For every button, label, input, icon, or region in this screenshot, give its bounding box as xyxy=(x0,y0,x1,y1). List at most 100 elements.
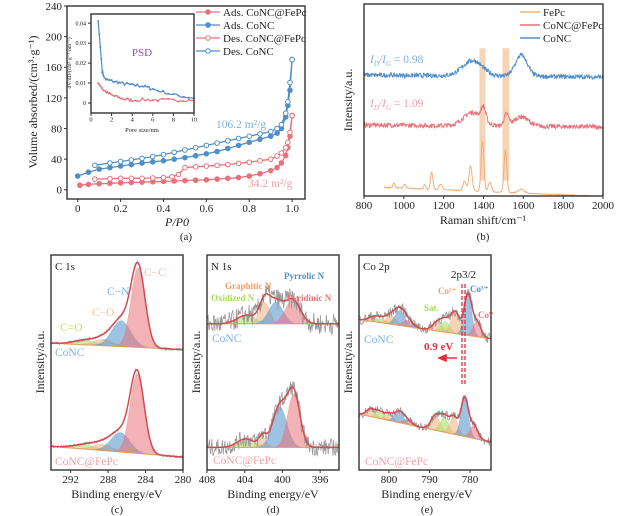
panel-b-raman: 800 1000 1200 1400 1600 1800 2000 Raman shift/… xyxy=(341,3,615,243)
panel-d-title: N 1s xyxy=(211,261,231,273)
id-ig-ratio-conc-fepc: ID/IG = 1.09 xyxy=(369,98,424,112)
isotherm-point xyxy=(160,157,167,164)
psd-point xyxy=(131,100,134,103)
panel-a-ytick-label: 240 xyxy=(46,1,63,13)
label-co2plus: Co²⁺ xyxy=(438,286,457,296)
psd-point xyxy=(126,97,129,100)
panel-e-xtick-label: 790 xyxy=(421,474,438,486)
psd-point xyxy=(182,95,185,98)
isotherm-point xyxy=(128,175,135,182)
panel-d-caption: (d) xyxy=(267,504,280,516)
isotherm-point xyxy=(107,180,113,187)
raman-highlight-bands xyxy=(479,48,510,181)
psd-point xyxy=(136,83,139,86)
inset-xtick-label: 8 xyxy=(172,117,175,124)
isotherm-point xyxy=(225,145,231,152)
panel-c-frame xyxy=(50,254,184,471)
psd-point xyxy=(100,87,103,90)
isotherm-point xyxy=(128,157,135,163)
isotherm-point xyxy=(203,177,210,183)
psd-point xyxy=(172,98,175,101)
inset-xtick-label: 4 xyxy=(131,117,135,124)
isotherm-point xyxy=(85,181,92,188)
panel-c-xtick-label: 284 xyxy=(137,474,154,486)
psd-point xyxy=(151,87,154,90)
isotherm-point xyxy=(282,144,289,151)
isotherm-point xyxy=(257,170,263,177)
isotherm-point xyxy=(225,175,231,182)
psd-point xyxy=(97,82,100,85)
isotherm-point xyxy=(96,180,102,187)
label-c-o: C−O xyxy=(92,307,114,319)
highlight-band xyxy=(479,48,486,181)
inset-xtick-label: 0 xyxy=(89,117,92,124)
raman-line-CoNC@FePc xyxy=(364,104,603,131)
label-d-conc: CoNC xyxy=(212,333,242,345)
psd-point xyxy=(167,92,170,95)
xps-raw-CoNC xyxy=(359,289,491,344)
isotherm-point xyxy=(169,173,175,180)
xps-component-Pyrrolic N xyxy=(207,302,339,325)
isotherm-point xyxy=(235,135,242,142)
inset-xtick-label: 2 xyxy=(110,117,113,124)
psd-point xyxy=(99,85,102,88)
panel-d-xlabel: Binding energy/eV xyxy=(227,487,319,501)
isotherm-point xyxy=(235,160,242,167)
raman-line-FePc xyxy=(383,140,594,196)
label-oxidized-n: Oxidized N xyxy=(211,293,255,303)
psd-point xyxy=(136,99,139,102)
inset-ytick-label: 0.03 xyxy=(76,41,87,47)
panel-b-caption: (b) xyxy=(477,231,490,243)
isotherm-point xyxy=(182,154,188,161)
panel-a-ytick-label: 120 xyxy=(46,93,63,105)
isotherm-point xyxy=(282,152,289,159)
panel-e-xtick-label: 780 xyxy=(462,474,479,486)
psd-point xyxy=(101,71,104,74)
legend-label: CoNC@FePc xyxy=(543,20,603,32)
isotherm-point xyxy=(139,175,145,182)
psd-point xyxy=(138,85,141,88)
psd-point xyxy=(98,33,101,36)
panel-e-caption: (e) xyxy=(421,504,434,516)
psd-inset-plot-area xyxy=(97,20,194,103)
xps-component-Pyrrolic N xyxy=(207,406,339,448)
panel-d-ylabel: Intensity/a.u. xyxy=(189,331,203,394)
panel-b-xtick-label: 2000 xyxy=(592,200,615,212)
panel-c-title: C 1s xyxy=(55,261,75,273)
label-pyrrolic-n: Pyrrolic N xyxy=(284,271,325,281)
isotherm-point xyxy=(267,128,274,135)
panel-a-xtick-label: 0.4 xyxy=(157,203,171,215)
isotherm-point xyxy=(289,112,295,119)
psd-point xyxy=(118,96,121,99)
panel-d-n1s: 408 404 400 396 N 1s Oxidized N Graphitic N… xyxy=(189,254,340,516)
isotherm-point xyxy=(287,129,293,136)
isotherm-point xyxy=(149,159,156,165)
annotation-surface-area-conc-fepc: 34.2 m²/g xyxy=(248,178,293,190)
xps-envelope-CoNC@FePc xyxy=(207,386,339,449)
psd-point xyxy=(110,93,113,96)
xps-baseline-CoNC@FePc xyxy=(359,413,491,443)
isotherm-plot-area xyxy=(74,56,295,189)
c1s-plot-area xyxy=(51,260,183,459)
psd-point xyxy=(151,99,154,102)
panel-a-ylabel: Volume absorbed/(cm³·g⁻¹) xyxy=(26,36,40,169)
isotherm-point xyxy=(274,164,280,171)
psd-point xyxy=(123,83,126,86)
panel-b-xtick-label: 1800 xyxy=(552,200,575,212)
psd-point xyxy=(98,83,101,86)
panel-a-ytick-label: 200 xyxy=(46,31,63,43)
panel-a-xlabel: P/P0 xyxy=(164,215,189,229)
isotherm-point xyxy=(274,153,280,159)
isotherm-point xyxy=(96,166,102,172)
xps-raw-CoNC xyxy=(207,284,339,336)
panel-b-xtick-label: 1200 xyxy=(433,200,456,212)
label-graphitic-n: Graphitic N xyxy=(225,281,272,291)
panel-a-ytick-label: 80 xyxy=(51,123,63,135)
legend-marker xyxy=(205,9,211,15)
label-c-conc-fepc: CoNC@FePc xyxy=(55,456,118,468)
xps-envelope-CoNC@FePc xyxy=(51,369,183,458)
panel-d-ticks: 408 404 400 396 xyxy=(199,470,329,486)
